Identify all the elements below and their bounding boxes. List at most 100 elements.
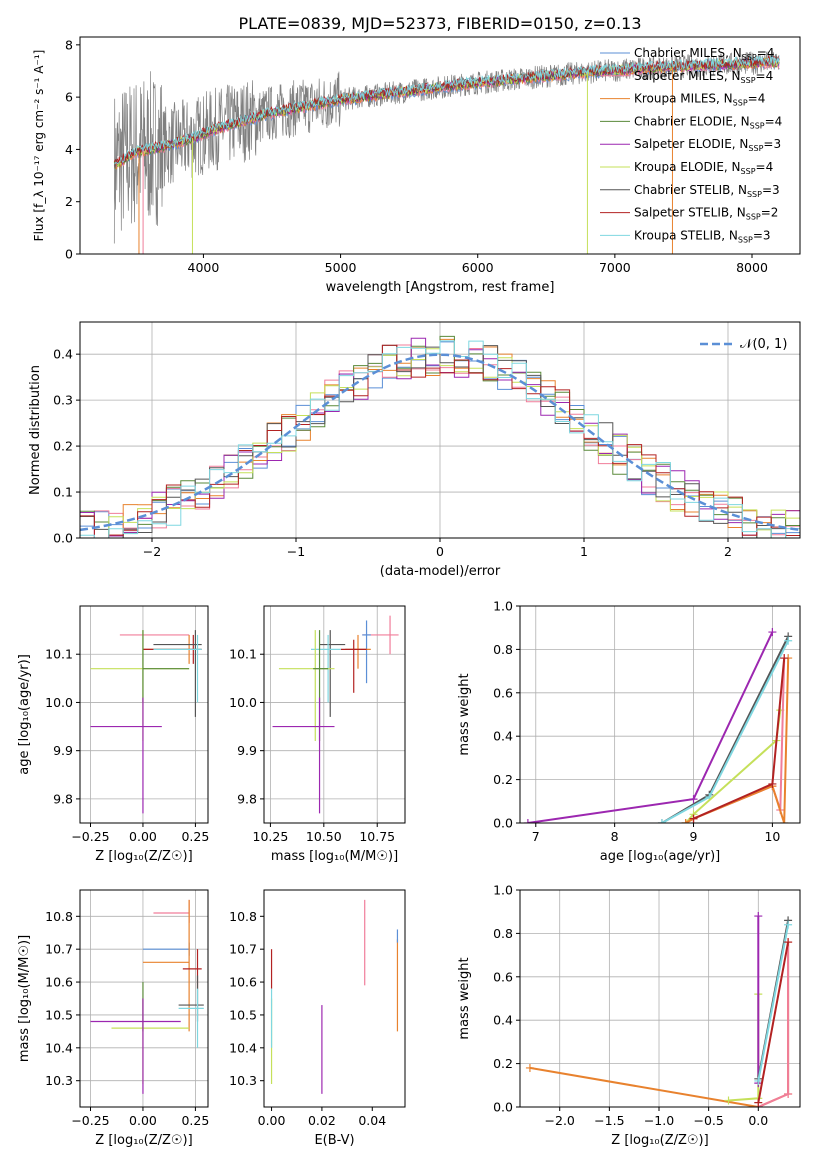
- y-tick-label: 0.8: [493, 642, 513, 657]
- x-tick-label: −0.25: [71, 1113, 109, 1128]
- x-axis-label: mass [log₁₀(M/M☉)]: [271, 849, 398, 864]
- x-tick-label: 0.0: [748, 1113, 768, 1128]
- y-tick-label: 10.5: [45, 1007, 73, 1022]
- y-tick-label: 2: [65, 194, 73, 209]
- legend-label: Salpeter STELIB, NSSP=2: [634, 206, 778, 222]
- weight-marker: [681, 819, 690, 823]
- panel-spectrum: 4000 5000 6000 7000 8000 0 2 4 6 8 wavelength [Ang…: [32, 36, 801, 295]
- y-axis-label: mass weight: [457, 673, 472, 755]
- legend-subscript: SSP: [742, 53, 757, 62]
- y-tick-label: 9.8: [53, 791, 73, 806]
- y-tick-label: 0.2: [493, 1056, 513, 1071]
- x-tick-label: 0.04: [358, 1113, 386, 1128]
- panel-weight-vs-Z: −2.0 −1.5 −1.0 −0.5 0.0 0.0 0.2 0.4 0.6 0.8 1.0 Z […: [457, 883, 801, 1148]
- weight-marker: [525, 1063, 534, 1072]
- weight-marker: [768, 628, 777, 637]
- plot-area: [113, 50, 780, 254]
- y-tick-label: 10.8: [229, 909, 257, 924]
- x-tick-label: 0.02: [308, 1113, 336, 1128]
- weight-line: [684, 710, 782, 823]
- axes-frame: [519, 889, 801, 1108]
- y-tick-label: 10.4: [229, 1040, 257, 1055]
- weight-marker: [768, 779, 777, 788]
- legend-subscript: SSP: [738, 235, 753, 244]
- axes-frame: [79, 605, 209, 824]
- plot-area: [264, 606, 405, 823]
- y-tick-label: 0.3: [53, 393, 73, 408]
- x-tick-label: 10: [764, 829, 780, 844]
- model-spectrum-line: [113, 55, 780, 166]
- legend-subscript: SSP: [747, 190, 762, 199]
- x-axis-label: wavelength [Angstrom, rest frame]: [326, 280, 555, 295]
- axes-frame: [263, 889, 406, 1108]
- weight-marker: [784, 1089, 793, 1098]
- legend-label: Kroupa ELODIE, NSSP=4: [634, 160, 773, 176]
- y-tick-label: 8: [65, 37, 73, 52]
- legend-suffix: =4: [765, 114, 783, 128]
- weight-marker: [754, 1076, 763, 1085]
- x-tick-label: 10.50: [306, 829, 342, 844]
- weight-marker: [780, 654, 789, 663]
- legend-label: Salpeter MILES, NSSP=4: [634, 69, 773, 85]
- y-tick-label: 0.2: [53, 439, 73, 454]
- y-tick-label: 10.7: [229, 942, 257, 957]
- plot-area: [80, 322, 800, 538]
- weight-marker: [689, 814, 698, 823]
- x-tick-label: 0.00: [258, 1113, 286, 1128]
- panel-age-vs-mass: 10.25 10.50 10.75 9.8 9.9 10.0 10.1 mass [log₁₀…: [229, 605, 406, 864]
- x-tick-label: −1.0: [644, 1113, 674, 1128]
- legend-suffix: =3: [763, 137, 781, 151]
- y-tick-label: 10.0: [45, 695, 73, 710]
- x-tick-label: −2.0: [545, 1113, 575, 1128]
- residual-histogram: [80, 344, 800, 538]
- x-tick-label: 0.00: [129, 829, 157, 844]
- x-tick-label: −0.25: [71, 829, 109, 844]
- axes-frame: [519, 605, 801, 824]
- legend-suffix: =2: [761, 206, 779, 220]
- y-tick-label: 0.0: [53, 531, 73, 546]
- legend-label: Salpeter ELODIE, NSSP=3: [634, 137, 781, 153]
- weight-marker: [689, 795, 698, 804]
- y-axis-label: age [log₁₀(age/yr)]: [17, 654, 32, 775]
- y-tick-label: 10.1: [45, 647, 73, 662]
- y-tick-label: 0.4: [53, 347, 73, 362]
- panel-mass-vs-Z: −0.25 0.00 0.25 10.3 10.4 10.5 10.6 10.7 10.8 Z […: [17, 889, 209, 1148]
- y-tick-label: 0.0: [493, 816, 513, 831]
- legend-suffix: =4: [757, 46, 775, 60]
- y-tick-label: 10.3: [45, 1073, 73, 1088]
- panel-residuals: −2 −1 0 1 2 0.0 0.1 0.2 0.3 0.4 (data-model)/error…: [28, 321, 801, 579]
- axes-frame: [79, 889, 209, 1108]
- y-tick-label: 0.6: [493, 969, 513, 984]
- x-tick-label: 10.75: [359, 829, 395, 844]
- y-tick-label: 10.6: [229, 975, 257, 990]
- plots-layer: 4000 5000 6000 7000 8000 0 2 4 6 8 wavelength [Ang…: [17, 36, 801, 1148]
- y-tick-label: 0.6: [493, 685, 513, 700]
- y-tick-label: 10.0: [229, 695, 257, 710]
- plot-area: [270, 899, 399, 1094]
- y-tick-label: 9.9: [53, 743, 73, 758]
- y-tick-label: 6: [65, 90, 73, 105]
- x-tick-label: 0: [436, 544, 444, 559]
- weight-line: [527, 631, 774, 823]
- x-tick-label: 8000: [736, 260, 768, 275]
- legend-subscript: SSP: [750, 121, 765, 130]
- residual-histogram: [80, 340, 800, 538]
- legend-subscript: SSP: [741, 76, 756, 85]
- y-tick-label: 0.0: [493, 1100, 513, 1115]
- panel-age-vs-Z: −0.25 0.00 0.25 9.8 9.9 10.0 10.1 Z [log₁₀(Z/Z☉…: [17, 605, 209, 864]
- panel-mass-vs-EBV: 0.00 0.02 0.04 10.3 10.4 10.5 10.6 10.7 10.8 E(B-…: [229, 889, 406, 1148]
- legend-suffix: =3: [762, 183, 780, 197]
- x-tick-label: −0.5: [693, 1113, 723, 1128]
- y-tick-label: 0.8: [493, 926, 513, 941]
- y-tick-label: 0.4: [493, 729, 513, 744]
- y-tick-label: 10.6: [45, 975, 73, 990]
- x-tick-label: 8: [611, 829, 619, 844]
- weight-marker: [780, 819, 789, 823]
- weight-line: [757, 924, 790, 1082]
- legend-label: Chabrier STELIB, NSSP=3: [634, 183, 780, 199]
- x-axis-label: E(B-V): [314, 1133, 354, 1148]
- weight-line: [728, 994, 760, 1102]
- legend-subscript: SSP: [746, 213, 761, 222]
- x-tick-label: −1.5: [594, 1113, 624, 1128]
- legend-label: 𝒩(0, 1): [740, 337, 787, 352]
